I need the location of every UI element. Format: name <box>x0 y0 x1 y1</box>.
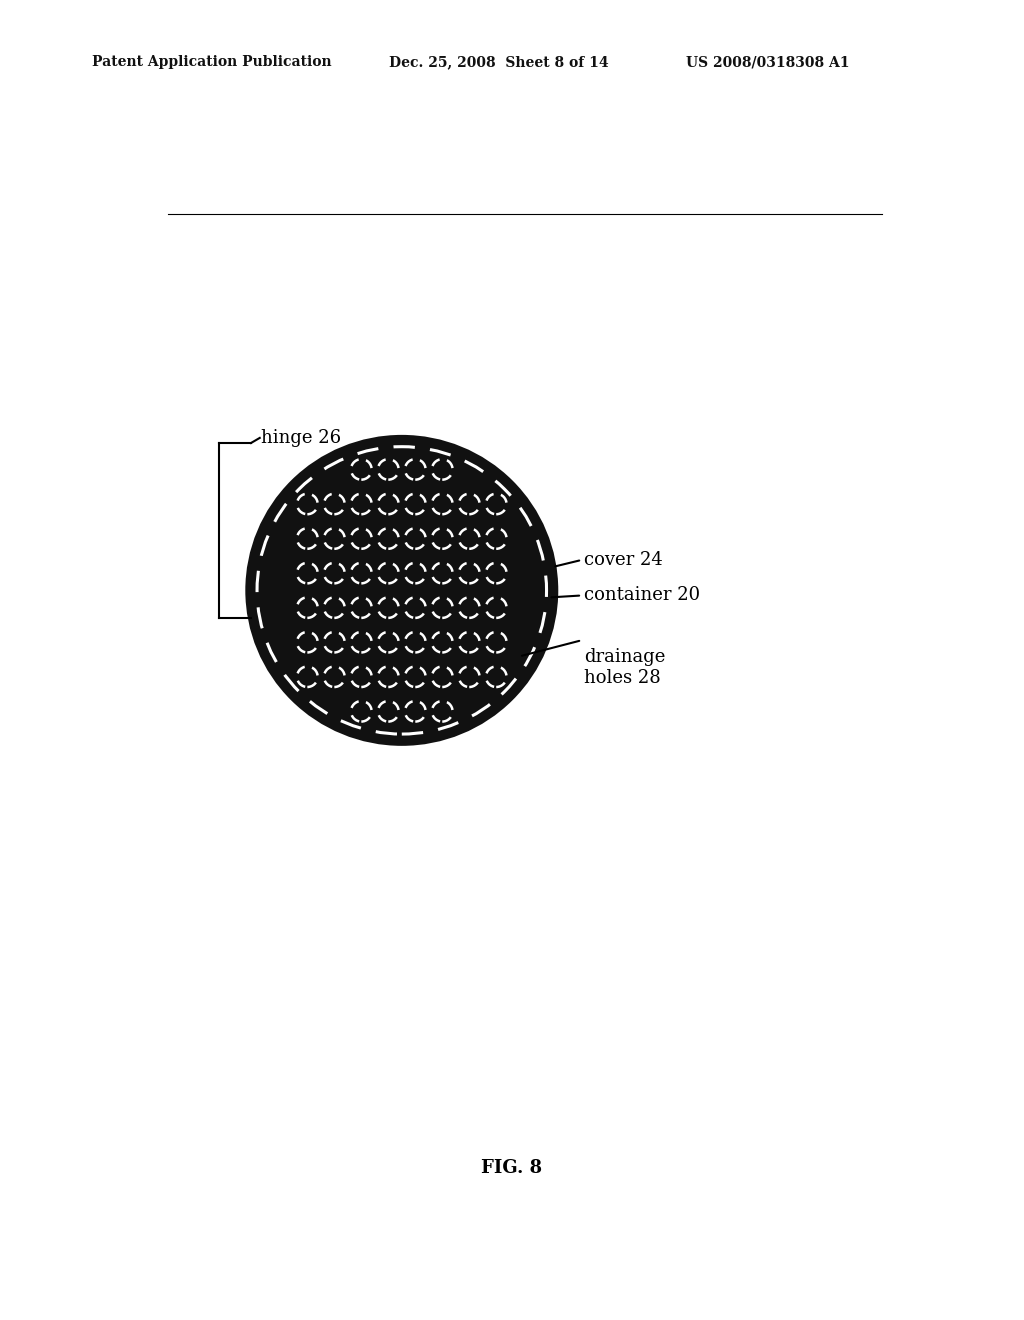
Text: Patent Application Publication: Patent Application Publication <box>92 55 332 70</box>
Text: US 2008/0318308 A1: US 2008/0318308 A1 <box>686 55 850 70</box>
Text: drainage
holes 28: drainage holes 28 <box>585 648 666 688</box>
Text: cover 24: cover 24 <box>585 550 664 569</box>
Ellipse shape <box>247 437 557 744</box>
Text: hinge 26: hinge 26 <box>261 429 341 447</box>
Text: container 20: container 20 <box>585 586 700 605</box>
Text: FIG. 8: FIG. 8 <box>481 1159 543 1177</box>
Text: Dec. 25, 2008  Sheet 8 of 14: Dec. 25, 2008 Sheet 8 of 14 <box>389 55 608 70</box>
